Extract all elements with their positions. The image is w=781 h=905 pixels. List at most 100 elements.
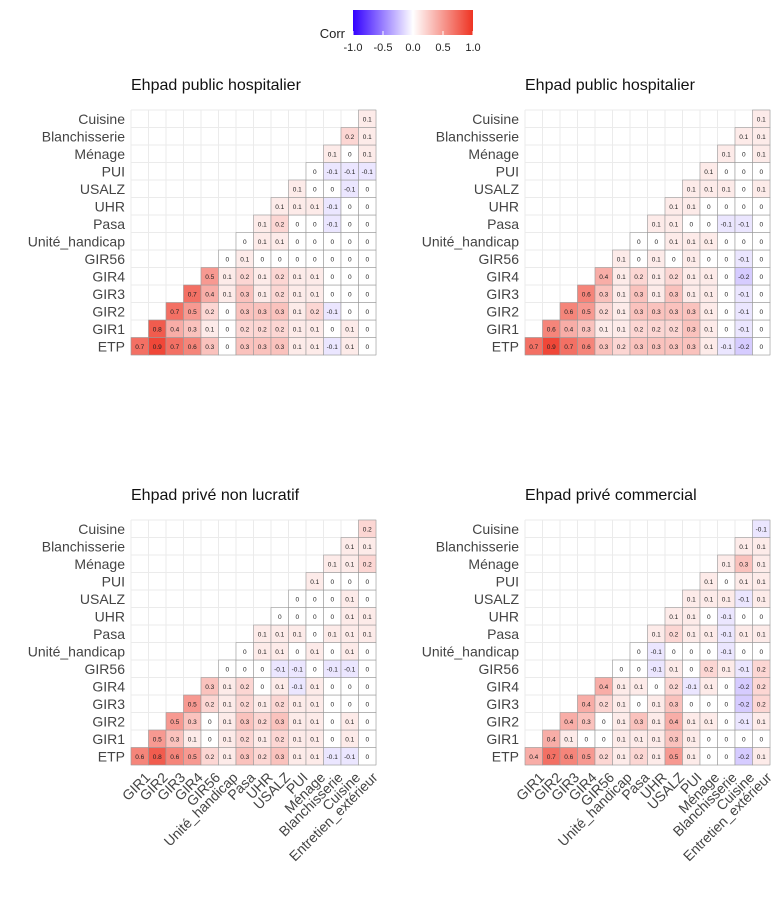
cell-value-label: -0.1 (686, 684, 698, 691)
cell-value-label: 0 (637, 256, 641, 263)
cell-value-label: 0 (602, 719, 606, 726)
cell-value-label: 0 (759, 169, 763, 176)
cell-value-label: 0.1 (363, 134, 372, 141)
cell-value-label: 0.3 (687, 344, 696, 351)
cell-value-label: -0.1 (756, 526, 768, 533)
cell-value-label: 0 (313, 666, 317, 673)
cell-value-label: 0.1 (704, 326, 713, 333)
cell-value-label: 0.1 (258, 274, 267, 281)
y-tick-label: Blanchisserie (436, 538, 519, 554)
cell-value-label: 0.3 (634, 344, 643, 351)
cell-value-label: 0 (295, 614, 299, 621)
y-tick-label: GIR56 (85, 251, 126, 267)
legend-tick-label: -1.0 (344, 42, 363, 54)
cell-value-label: 0.3 (669, 291, 678, 298)
cell-value-label: 0.2 (757, 701, 766, 708)
cell-value-label: 0.1 (722, 151, 731, 158)
cell-value-label: 0 (689, 649, 693, 656)
y-tick-label: Ménage (74, 146, 125, 162)
cell-value-label: 0 (330, 326, 334, 333)
cell-value-label: 0.1 (345, 719, 354, 726)
cell-value-label: 0.1 (669, 239, 678, 246)
cell-value-label: 0 (742, 239, 746, 246)
y-tick-label: Unité_handicap (28, 233, 126, 249)
cell-value-label: -0.1 (721, 221, 733, 228)
cell-value-label: 0.1 (617, 736, 626, 743)
cell-value-label: 0.1 (687, 274, 696, 281)
cell-value-label: 0.7 (170, 309, 179, 316)
cell-value-label: 0.1 (258, 649, 267, 656)
cell-value-label: 0.1 (617, 274, 626, 281)
cell-value-label: 0 (619, 666, 623, 673)
cell-value-label: 0 (313, 256, 317, 263)
cell-value-label: 0.2 (258, 754, 267, 761)
cell-value-label: 0.5 (188, 309, 197, 316)
cell-value-label: 0 (759, 291, 763, 298)
cell-value-label: 0.2 (599, 309, 608, 316)
cell-value-label: 0.1 (345, 649, 354, 656)
cell-value-label: 0.1 (275, 204, 284, 211)
cell-value-label: 0 (208, 736, 212, 743)
cell-value-label: 0.2 (599, 754, 608, 761)
cell-value-label: 0.7 (135, 344, 144, 351)
cell-value-label: 0.3 (652, 344, 661, 351)
cell-value-label: 0 (243, 649, 247, 656)
cell-value-label: 0 (365, 309, 369, 316)
cell-value-label: 0.4 (205, 291, 214, 298)
y-tick-label: GIR3 (92, 286, 125, 302)
cell-value-label: 0.3 (258, 344, 267, 351)
cell-value-label: 0 (278, 256, 282, 263)
cell-value-label: 0.3 (634, 291, 643, 298)
cell-value-label: 0.1 (223, 736, 232, 743)
cell-value-label: 0.1 (223, 701, 232, 708)
cell-value-label: 0 (243, 666, 247, 673)
cell-value-label: 0.3 (599, 291, 608, 298)
cell-value-label: 0 (348, 239, 352, 246)
cell-value-label: 0.1 (293, 631, 302, 638)
cell-value-label: 0.3 (205, 684, 214, 691)
cell-value-label: 0.1 (310, 274, 319, 281)
cell-value-label: 0 (724, 309, 728, 316)
cell-value-label: 0.2 (669, 326, 678, 333)
cell-value-label: 0.1 (258, 701, 267, 708)
cell-value-label: 0.1 (223, 719, 232, 726)
cell-value-label: 0 (742, 649, 746, 656)
cell-value-label: 0 (365, 221, 369, 228)
y-tick-label: GIR3 (486, 696, 519, 712)
cell-value-label: 0 (724, 719, 728, 726)
cell-value-label: 0.8 (153, 754, 162, 761)
cell-value-label: 0.5 (582, 309, 591, 316)
cell-value-label: 0.1 (652, 256, 661, 263)
cell-value-label: 0.1 (652, 701, 661, 708)
cell-value-label: 0.1 (345, 561, 354, 568)
cell-value-label: 0 (365, 291, 369, 298)
cell-value-label: 0.1 (757, 596, 766, 603)
cell-value-label: 0 (313, 221, 317, 228)
cell-value-label: -0.1 (738, 666, 750, 673)
cell-value-label: 0.2 (275, 736, 284, 743)
cell-value-label: 0 (365, 736, 369, 743)
y-tick-label: Blanchisserie (436, 128, 519, 144)
cell-value-label: 0.1 (223, 684, 232, 691)
y-tick-label: GIR1 (486, 731, 519, 747)
cell-value-label: 0.2 (669, 274, 678, 281)
cell-value-label: 0.6 (188, 344, 197, 351)
cell-value-label: 0.1 (617, 701, 626, 708)
y-tick-label: GIR1 (92, 731, 125, 747)
cell-value-label: 0 (313, 169, 317, 176)
cell-value-label: 0.2 (205, 701, 214, 708)
cell-value-label: 0 (672, 649, 676, 656)
cell-value-label: 0.1 (652, 631, 661, 638)
cell-value-label: 0.1 (275, 649, 284, 656)
y-tick-label: UHR (95, 608, 125, 624)
cell-value-label: 0 (365, 719, 369, 726)
cell-value-label: 0 (330, 274, 334, 281)
cell-value-label: 0.2 (240, 274, 249, 281)
cell-value-label: -0.1 (327, 309, 339, 316)
y-tick-label: ETP (492, 748, 519, 764)
cell-value-label: 0.6 (564, 309, 573, 316)
cell-value-label: 0.5 (669, 754, 678, 761)
y-tick-label: Cuisine (78, 521, 125, 537)
